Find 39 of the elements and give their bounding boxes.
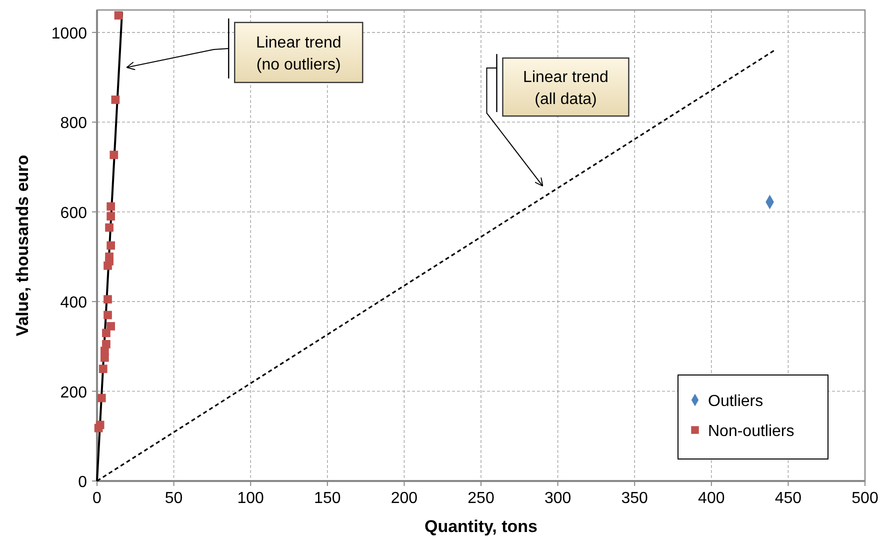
x-tick-label: 100	[237, 490, 264, 507]
point	[105, 223, 114, 232]
point	[106, 322, 116, 330]
y-tick-label: 800	[60, 115, 88, 132]
point	[106, 212, 116, 221]
x-tick-label: 400	[698, 490, 725, 507]
annotation: Linear trend (all data)	[523, 69, 608, 108]
y-tick-label: 200	[60, 384, 88, 402]
point	[111, 96, 120, 104]
annotation: Linear trend (no outliers)	[256, 34, 342, 74]
x-tick-label: 500	[852, 490, 878, 507]
legend-label: Non-outliers	[708, 423, 794, 440]
x-axis-title: Quantity, tons	[424, 517, 538, 536]
point	[106, 202, 116, 211]
legend-label: Outliers	[708, 393, 764, 410]
x-tick-label: 200	[390, 490, 418, 507]
point	[105, 257, 114, 266]
y-tick-label: 1000	[51, 25, 88, 42]
point	[102, 328, 110, 338]
point	[114, 11, 123, 20]
x-tick-label: 150	[314, 490, 341, 507]
x-tick-label: 450	[774, 490, 802, 507]
point	[106, 241, 116, 250]
point	[104, 310, 112, 320]
point	[110, 150, 118, 160]
x-tick-label: 250	[468, 490, 494, 507]
point	[104, 295, 112, 304]
x-tick-label: 300	[544, 490, 572, 507]
y-tick-label: 400	[60, 294, 88, 312]
y-tick-label: 600	[60, 204, 88, 222]
x-tick-label: 350	[621, 490, 648, 507]
point	[98, 364, 108, 374]
y-tick-label: 0	[78, 474, 88, 491]
point	[100, 353, 109, 362]
point	[97, 394, 106, 402]
y-axis-title: Value, thousands euro	[13, 154, 32, 336]
x-tick-label: 50	[164, 490, 183, 507]
point	[94, 424, 103, 432]
x-tick-label: 0	[92, 490, 102, 507]
